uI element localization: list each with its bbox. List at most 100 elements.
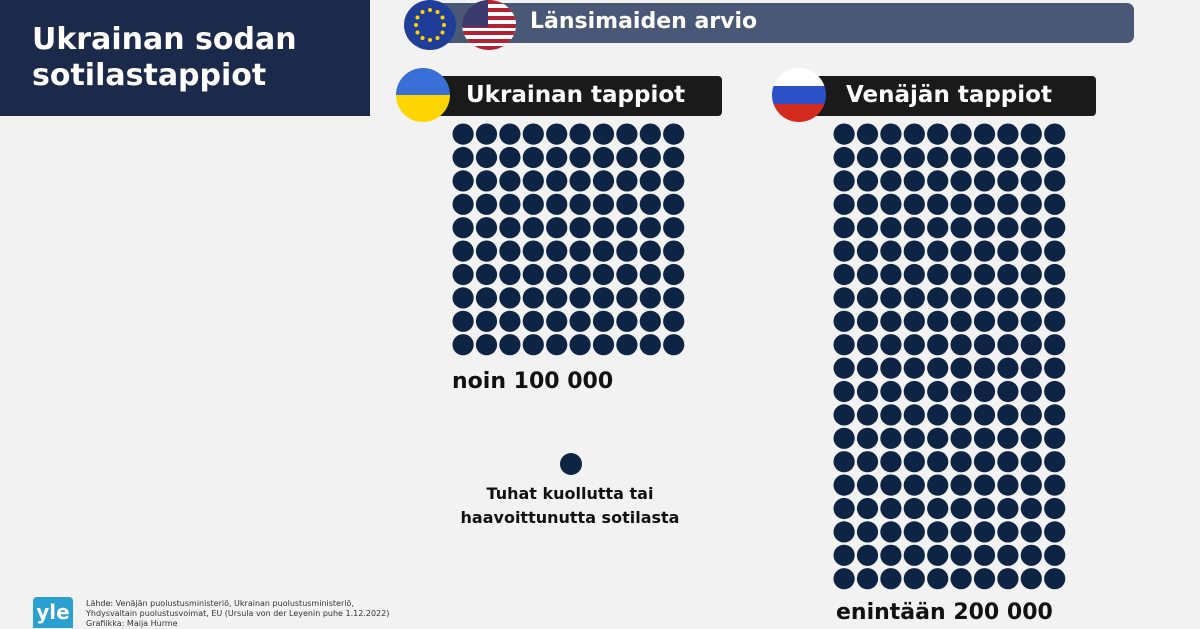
russia-dot <box>833 287 855 309</box>
ukraine-dot <box>452 170 474 192</box>
russia-dot <box>1020 474 1042 496</box>
russia-dot <box>856 123 879 145</box>
russia-dot <box>1020 123 1042 145</box>
russia-dot <box>1044 217 1066 239</box>
russia-dot <box>950 263 972 286</box>
russia-dot <box>1044 170 1066 192</box>
ukraine-dot <box>639 170 661 192</box>
russia-dot <box>1044 123 1066 145</box>
ukraine-dot <box>616 287 638 309</box>
russia-dot <box>950 170 972 192</box>
ukraine-dot <box>522 193 544 215</box>
ukraine-dot <box>499 170 521 192</box>
russia-dot <box>927 357 949 379</box>
russia-dot <box>950 123 972 145</box>
russia-dot <box>927 193 949 215</box>
ukraine-header-bar: Ukrainan tappiot <box>420 76 722 116</box>
ukraine-dot <box>452 263 474 286</box>
russia-dot <box>927 497 949 520</box>
russia-dot <box>880 357 902 379</box>
russia-dot <box>1044 404 1066 426</box>
credit-line: Grafiikka: Maija Hurme <box>86 619 178 628</box>
page-title: Ukrainan sodan sotilastappiot <box>32 22 297 93</box>
ukraine-dot <box>546 240 568 262</box>
russia-dot <box>833 568 855 590</box>
russia-dot <box>950 217 972 239</box>
russia-dot <box>833 263 855 286</box>
russia-dot <box>973 544 996 566</box>
russia-dot <box>856 263 879 286</box>
ukraine-dot <box>522 334 544 356</box>
ukraine-dot <box>569 217 591 239</box>
russia-dot <box>833 451 855 473</box>
russia-dot <box>1020 521 1042 543</box>
russia-dot <box>833 357 855 379</box>
yle-logo: yle <box>33 597 73 628</box>
russia-dot <box>950 404 972 426</box>
ukraine-dot <box>452 193 474 215</box>
ukraine-dot <box>475 170 498 192</box>
russia-dot <box>856 568 879 590</box>
ukraine-dot <box>452 334 474 356</box>
russia-dot <box>880 170 902 192</box>
russia-dot <box>997 451 1019 473</box>
russia-dot <box>927 521 949 543</box>
russia-dot <box>950 357 972 379</box>
russia-dot <box>973 474 996 496</box>
russia-dot <box>997 123 1019 145</box>
russia-dot <box>856 170 879 192</box>
russia-total-label: enintään 200 000 <box>836 600 1053 625</box>
source-text: Lähde: Venäjän puolustusministeriö, Ukra… <box>86 599 389 629</box>
ukraine-dot <box>663 193 685 215</box>
russia-dot <box>856 240 879 262</box>
russia-dot <box>856 287 879 309</box>
russia-dot <box>856 404 879 426</box>
russia-dot <box>1044 380 1066 403</box>
russia-dot <box>927 263 949 286</box>
ukraine-dot <box>499 263 521 286</box>
ukraine-dot <box>663 310 685 332</box>
ukraine-dot <box>639 240 661 262</box>
russia-dot <box>973 404 996 426</box>
russia-dot <box>1044 544 1066 566</box>
ukraine-dot <box>475 334 498 356</box>
ukraine-dot <box>569 263 591 286</box>
russia-dot <box>997 146 1019 169</box>
russia-dot <box>903 287 925 309</box>
russia-dot <box>1044 146 1066 169</box>
ukraine-dot <box>522 240 544 262</box>
ukraine-dot <box>592 146 615 169</box>
ukraine-dot <box>639 263 661 286</box>
ukraine-dot <box>569 310 591 332</box>
ukraine-dot <box>569 334 591 356</box>
russia-dot <box>950 146 972 169</box>
russia-dot <box>997 357 1019 379</box>
ukraine-header-label: Ukrainan tappiot <box>466 82 686 108</box>
russia-dot <box>880 380 902 403</box>
russia-dot <box>856 146 879 169</box>
ukraine-dot <box>499 217 521 239</box>
russia-dot <box>880 451 902 473</box>
ukraine-dot <box>616 170 638 192</box>
ukraine-dot <box>569 193 591 215</box>
russia-dot <box>927 287 949 309</box>
russia-dot <box>856 357 879 379</box>
russia-dot <box>973 310 996 332</box>
ukraine-dot <box>546 170 568 192</box>
ukraine-dot <box>475 146 498 169</box>
ukraine-total-label: noin 100 000 <box>452 369 614 394</box>
russia-dot <box>1044 474 1066 496</box>
russia-dot <box>1044 497 1066 520</box>
ukraine-dot <box>592 263 615 286</box>
russia-dot <box>880 474 902 496</box>
russia-dot <box>950 474 972 496</box>
russia-dot <box>856 451 879 473</box>
ukraine-dot <box>452 240 474 262</box>
russia-dot <box>856 497 879 520</box>
russia-dot <box>1020 170 1042 192</box>
ukraine-dot <box>546 193 568 215</box>
legend-label: Tuhat kuollutta tai haavoittunutta sotil… <box>460 484 680 527</box>
russia-dot <box>1020 193 1042 215</box>
russia-dot <box>903 380 925 403</box>
ukraine-dot <box>663 217 685 239</box>
